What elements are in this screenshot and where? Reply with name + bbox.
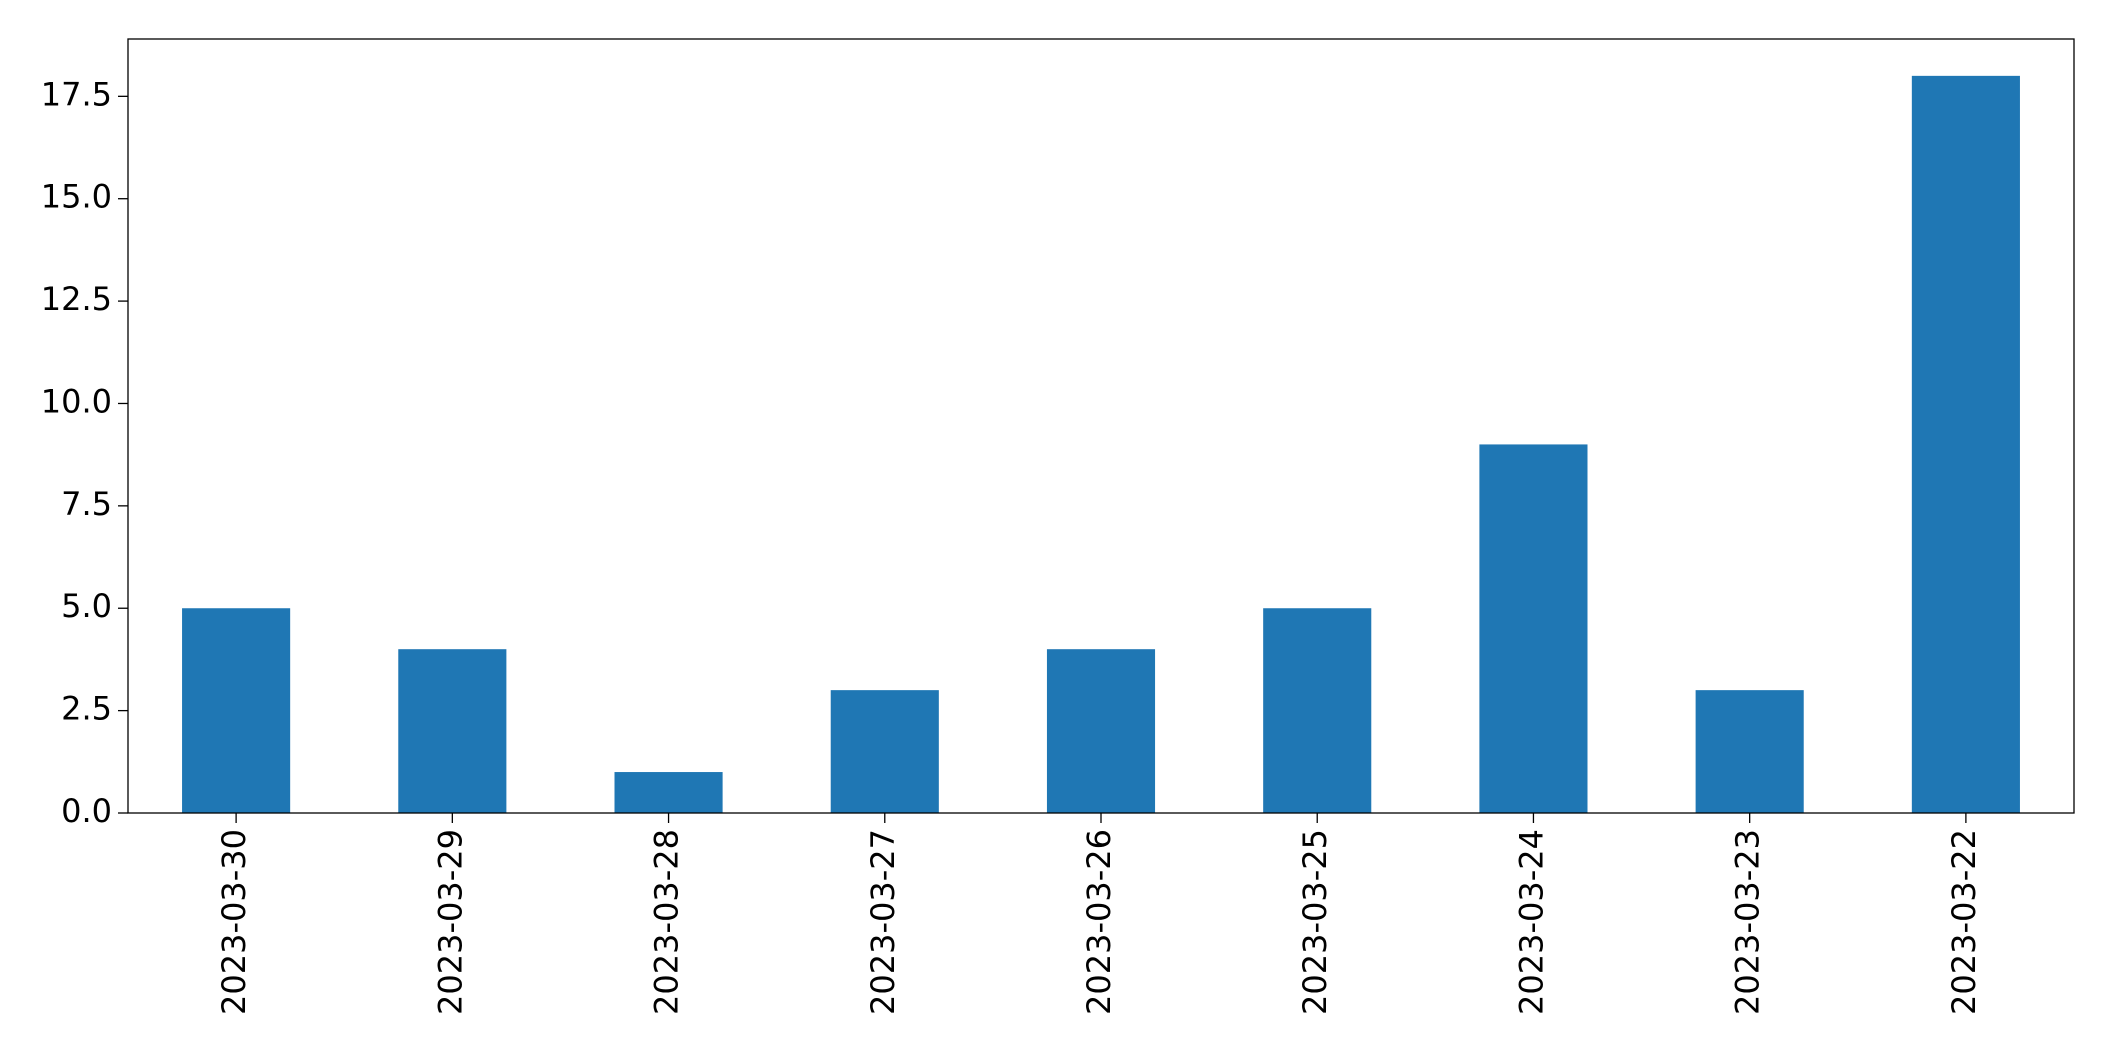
bar (1911, 75, 2020, 814)
x-tick-label: 2023-03-30 (215, 829, 253, 1015)
bar (182, 608, 291, 813)
bar (1695, 690, 1804, 813)
bar (1046, 649, 1156, 813)
x-tick-label: 2023-03-27 (864, 829, 902, 1015)
y-tick-label: 12.5 (41, 280, 112, 318)
bar (1479, 444, 1588, 813)
bar (1263, 608, 1372, 813)
bar (398, 649, 507, 813)
bar (614, 772, 723, 813)
bar (830, 690, 939, 813)
x-tick-label: 2023-03-23 (1729, 829, 1767, 1015)
y-tick-label: 7.5 (61, 485, 112, 523)
x-tick-label: 2023-03-22 (1945, 829, 1983, 1015)
y-tick-label: 15.0 (41, 178, 112, 216)
x-tick-label: 2023-03-25 (1296, 829, 1334, 1015)
x-tick-label: 2023-03-24 (1512, 829, 1550, 1015)
x-tick-label: 2023-03-29 (431, 829, 469, 1015)
y-tick-label: 0.0 (61, 792, 112, 830)
y-tick-label: 17.5 (41, 75, 112, 113)
y-tick-label: 2.5 (61, 690, 112, 728)
x-tick-label: 2023-03-26 (1080, 829, 1118, 1015)
y-tick-label: 10.0 (41, 382, 112, 420)
plot-frame (127, 38, 2075, 814)
y-tick-label: 5.0 (61, 587, 112, 625)
x-tick-label: 2023-03-28 (648, 829, 686, 1015)
